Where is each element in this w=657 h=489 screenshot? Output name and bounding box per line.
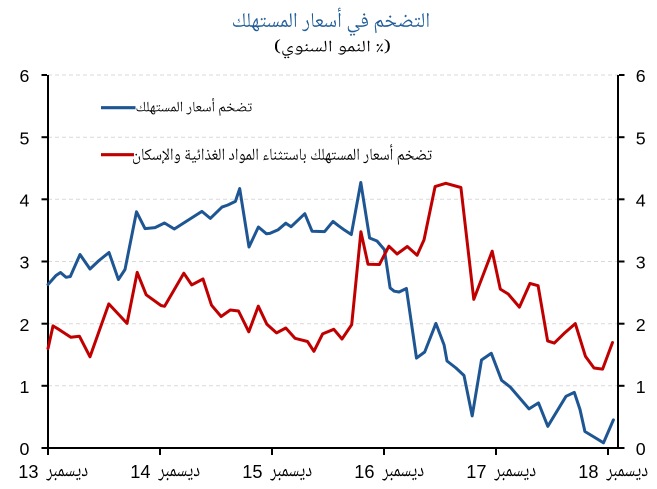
- svg-text:4: 4: [20, 190, 30, 210]
- svg-text:1: 1: [636, 377, 646, 397]
- svg-text:2: 2: [20, 315, 30, 335]
- svg-text:3: 3: [636, 253, 646, 273]
- svg-text:6: 6: [20, 66, 30, 86]
- svg-text:15: 15: [242, 462, 262, 482]
- svg-text:14: 14: [130, 462, 150, 482]
- svg-text:4: 4: [636, 190, 646, 210]
- svg-text:6: 6: [636, 66, 646, 86]
- svg-text:13: 13: [18, 462, 38, 482]
- svg-text:0: 0: [20, 439, 30, 459]
- svg-text:5: 5: [20, 128, 30, 148]
- svg-text:0: 0: [636, 439, 646, 459]
- svg-text:17: 17: [466, 462, 486, 482]
- svg-text:18: 18: [578, 462, 598, 482]
- svg-text:5: 5: [636, 128, 646, 148]
- svg-text:16: 16: [354, 462, 374, 482]
- svg-text:2: 2: [636, 315, 646, 335]
- svg-text:1: 1: [20, 377, 30, 397]
- svg-text:3: 3: [20, 253, 30, 273]
